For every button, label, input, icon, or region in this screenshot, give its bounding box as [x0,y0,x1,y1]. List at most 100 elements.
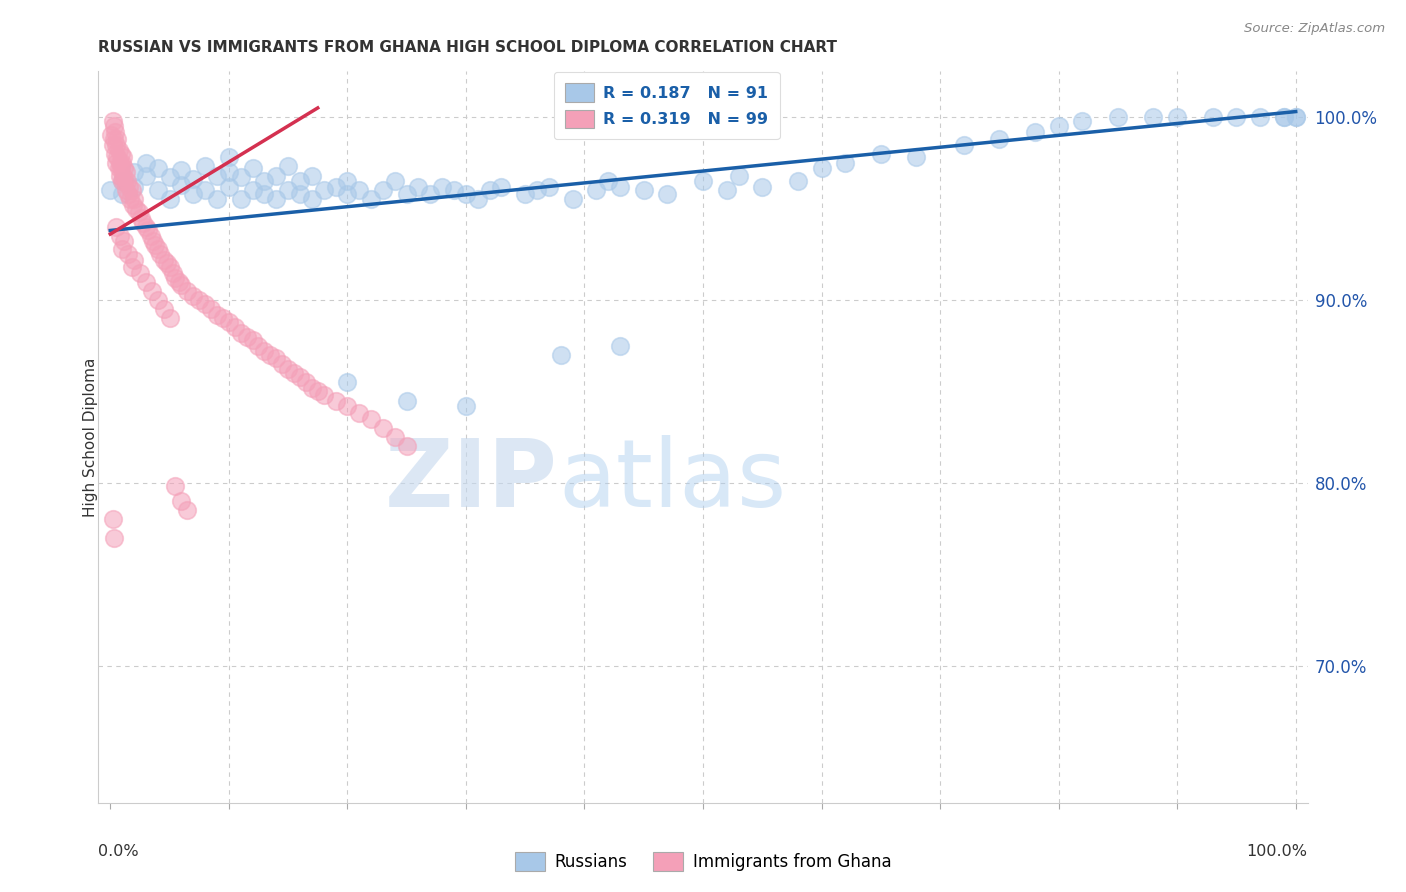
Point [98,183,121,197]
Point [181,289,204,303]
Point [253,174,276,188]
Point [242,183,264,197]
Point [205,308,228,322]
Text: RUSSIAN VS IMMIGRANTS FROM GHANA HIGH SCHOOL DIPLOMA CORRELATION CHART: RUSSIAN VS IMMIGRANTS FROM GHANA HIGH SC… [98,40,838,55]
Point [988,132,1011,146]
Point [264,351,287,366]
Point [146,293,169,307]
Point [301,169,323,183]
Point [165,479,187,493]
Point [205,192,228,206]
Point [120,192,142,206]
Point [165,271,187,285]
Point [111,174,134,188]
Point [336,174,359,188]
Point [104,125,127,139]
Point [834,155,856,169]
Point [141,284,163,298]
Point [307,384,329,399]
Point [727,169,749,183]
Point [108,155,131,169]
Point [371,183,394,197]
Text: Source: ZipAtlas.com: Source: ZipAtlas.com [1244,22,1385,36]
Point [395,186,418,201]
Point [112,169,135,183]
Point [242,333,264,347]
Point [101,137,124,152]
Point [159,170,181,185]
Point [121,260,143,274]
Point [170,278,193,293]
Point [108,228,131,243]
Point [277,183,299,197]
Point [229,192,252,206]
Point [105,137,128,152]
Point [121,183,143,197]
Point [167,275,190,289]
Point [1166,110,1188,124]
Point [1285,110,1308,124]
Point [125,202,148,216]
Point [869,146,891,161]
Point [104,146,127,161]
Point [229,326,252,340]
Point [181,186,204,201]
Point [491,179,513,194]
Point [159,260,181,274]
Point [347,406,370,420]
Point [432,179,454,194]
Point [360,411,382,425]
Point [218,150,240,164]
Point [218,165,240,179]
Point [384,430,406,444]
Point [325,179,347,194]
Point [170,178,193,192]
Text: 0.0%: 0.0% [98,845,139,860]
Point [1024,125,1046,139]
Point [242,161,264,176]
Legend: R = 0.187   N = 91, R = 0.319   N = 99: R = 0.187 N = 91, R = 0.319 N = 99 [554,72,779,139]
Point [716,183,738,197]
Point [170,163,193,178]
Point [114,235,136,249]
Point [112,150,135,164]
Point [224,320,246,334]
Point [295,375,318,389]
Point [1249,110,1271,124]
Point [149,247,172,261]
Point [515,186,537,201]
Point [115,174,138,188]
Point [288,174,311,188]
Point [336,375,359,389]
Legend: Russians, Immigrants from Ghana: Russians, Immigrants from Ghana [506,843,900,880]
Point [114,161,136,176]
Point [101,512,124,526]
Point [156,256,179,270]
Point [108,169,131,183]
Point [114,174,136,188]
Text: 100.0%: 100.0% [1247,845,1308,860]
Point [107,161,129,176]
Point [218,315,240,329]
Point [550,348,572,362]
Y-axis label: High School Diploma: High School Diploma [83,358,97,516]
Point [288,369,311,384]
Point [111,174,134,188]
Point [117,247,139,261]
Point [312,388,335,402]
Point [235,329,257,343]
Point [146,183,169,197]
Point [1202,110,1225,124]
Point [1272,110,1295,124]
Point [103,531,125,545]
Point [786,174,808,188]
Point [101,113,124,128]
Point [253,344,276,359]
Point [264,169,287,183]
Text: atlas: atlas [558,435,786,527]
Point [105,219,128,234]
Point [117,186,139,201]
Point [277,160,299,174]
Point [561,192,583,206]
Point [122,165,145,179]
